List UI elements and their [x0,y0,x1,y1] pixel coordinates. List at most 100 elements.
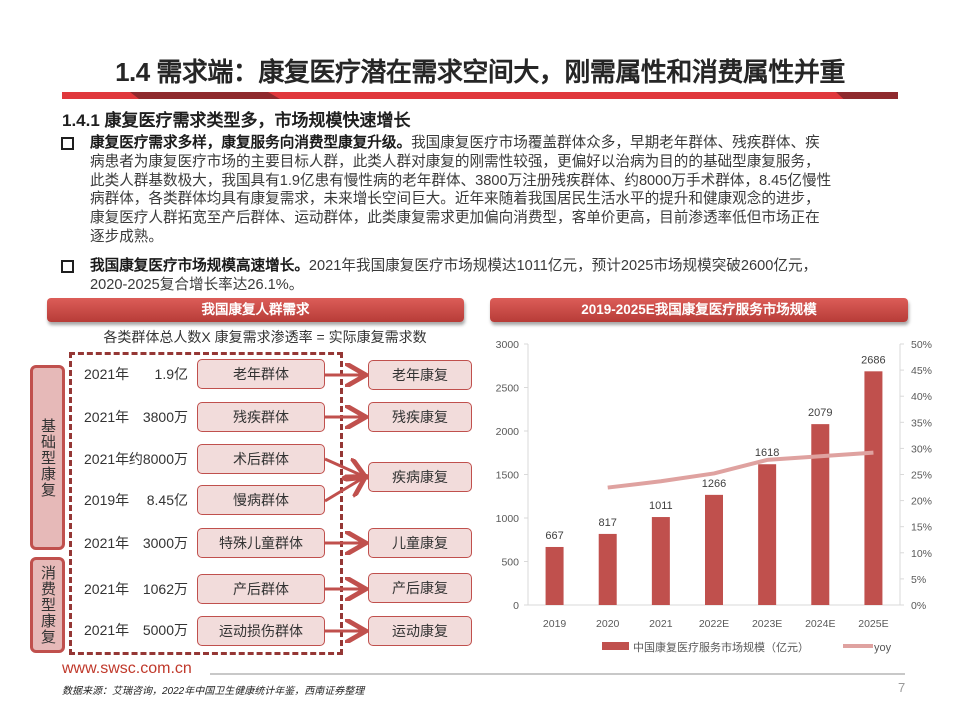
population-dashed-frame [69,352,343,655]
row-year: 2021年 [84,622,130,638]
stripe-accent-right [836,92,898,99]
bullet-2-text: 2021年我国康复医疗市场规模达1011亿元，预计2025市场规模突破2600亿… [308,258,818,274]
legend-bar-label: 中国康复医疗服务市场规模（亿元） [633,640,809,654]
x-tick-label: 2022E [699,618,729,630]
bullet-1-line-6: 逐步成熟。 [90,229,163,245]
bar-2025E [864,371,883,605]
row-year: 2021年 [84,409,130,425]
y2-tick-label: 30% [911,443,932,455]
page-title: 1.4 需求端：康复医疗潜在需求空间大，刚需属性和消费属性并重 [115,57,845,87]
row-year: 2021年 [84,581,130,597]
bar-2024E [811,424,830,605]
legend-bar-swatch [602,642,629,650]
bar-2019 [545,546,564,605]
y2-tick-label: 5% [911,574,926,586]
group-box-special-children: 特殊儿童群体 [197,528,325,558]
y-tick-label: 2500 [496,383,520,395]
bullet-1-line-4: 病群体，各类群体均具有康复需求，未来增长空间巨大。近年来随着我国居民生活水平的提… [90,191,820,207]
row-year: 2021年 [84,535,130,551]
row-year: 2021年 [84,366,130,382]
y2-tick-label: 35% [911,417,932,429]
bar-2021 [651,517,670,605]
row-population: 3800万 [142,409,188,425]
bullet-2-line-1: 我国康复医疗市场规模高速增长。2021年我国康复医疗市场规模达1011亿元，预计… [90,257,817,275]
y2-tick-label: 40% [911,391,932,403]
y2-tick-label: 50% [911,339,932,351]
bullet-1-line-5: 康复医疗人群拓宽至产后群体、运动群体，此类康复需求更加偏向消费型，客单价更高，目… [90,210,820,226]
category-basic-rehab: 基础型康复 [30,365,65,550]
bar-value-label: 667 [545,530,563,542]
row-year: 2019年 [84,492,130,508]
row-population: 1062万 [142,581,188,597]
bullet-square-icon [61,260,74,273]
y2-tick-label: 25% [911,470,932,482]
y-tick-label: 500 [501,557,519,569]
y-tick-label: 1000 [496,513,520,525]
bullet-2-line-2: 2020-2025复合增长率达26.1%。 [90,277,304,293]
bar-2020 [598,533,617,605]
x-tick-label: 2021 [649,618,673,630]
bullet-1-line-1: 康复医疗需求多样，康复服务向消费型康复升级。我国康复医疗市场覆盖群体众多，早期老… [90,134,820,152]
row-population: 3000万 [142,535,188,551]
bullet-1-line-3: 此类人群基数极大，我国具有1.9亿患有慢性病的老年群体、3800万注册残疾群体、… [90,173,832,189]
category-label: 消费型康复 [39,565,56,645]
y-tick-label: 3000 [496,339,520,351]
x-tick-label: 2020 [596,618,620,630]
bar-2022E [705,494,723,605]
y2-tick-label: 0% [911,600,926,612]
group-box-elderly: 老年群体 [197,359,325,389]
bullet-2-lead: 我国康复医疗市场规模高速增长。 [90,258,309,274]
title-divider-stripe [62,92,898,99]
bar-2023E [758,464,777,605]
row-population: 5000万 [142,622,188,638]
target-box-sports-rehab: 运动康复 [368,616,472,646]
bullet-1-lead: 康复医疗需求多样，康复服务向消费型康复升级。 [90,135,412,151]
website-link[interactable]: www.swsc.com.cn [62,660,192,677]
group-box-postpartum: 产后群体 [197,574,325,604]
data-source-note: 数据来源：艾瑞咨询，2022年中国卫生健康统计年鉴，西南证券整理 [62,686,365,697]
stripe-accent-left [130,92,280,99]
yoy-line [607,450,874,490]
target-box-children-rehab: 儿童康复 [368,528,472,558]
row-population: 8.45亿 [146,492,188,508]
demand-panel-header: 我国康复人群需求 [47,298,464,322]
bar-value-label: 1618 [755,447,779,459]
bullet-1-line-2: 病患者为康复医疗市场的主要目标人群，此类人群对康复的刚需性较强，更偏好以治病为目… [90,154,820,170]
row-population: 1.9亿 [154,366,188,382]
x-tick-label: 2023E [752,618,782,630]
y-tick-label: 2000 [496,426,520,438]
x-tick-label: 2019 [543,618,567,630]
demand-formula: 各类群体总人数X 康复需求渗透率 = 实际康复需求数 [103,329,427,345]
group-box-sports-injury: 运动损伤群体 [197,616,325,646]
bar-value-label: 1011 [649,500,673,512]
chart-panel-header: 2019-2025E我国康复医疗服务市场规模 [490,298,908,322]
group-box-chronic: 慢病群体 [197,485,325,515]
bullet-square-icon [61,137,74,150]
group-box-disabled: 残疾群体 [197,402,325,432]
bar-value-label: 2079 [808,407,832,419]
market-size-chart: 0 500 1000 1500 2000 2500 3000 0% 5% 10% 15% 20% 25%… [496,339,932,654]
x-tick-label: 2025E [858,618,888,630]
target-box-disability-rehab: 残疾康复 [368,402,472,432]
target-box-postpartum-rehab: 产后康复 [368,573,472,603]
category-label: 基础型康复 [39,417,56,498]
category-consumer-rehab: 消费型康复 [30,557,65,653]
y-tick-label: 1500 [496,470,520,482]
y2-tick-label: 20% [911,496,932,508]
y-tick-label: 0 [513,600,519,612]
bar-value-label: 1266 [702,478,726,490]
row-year: 2021年 [84,451,130,467]
section-subtitle: 1.4.1 康复医疗需求类型多，市场规模快速增长 [62,111,411,130]
footer-divider [210,673,905,675]
row-population: 约8000万 [128,451,188,467]
bar-value-label: 2686 [861,354,885,366]
x-tick-label: 2024E [805,618,835,630]
bullet-1-text: 我国康复医疗市场覆盖群体众多，早期老年群体、残疾群体、疾 [411,135,820,151]
target-box-elderly-rehab: 老年康复 [368,360,472,390]
target-box-disease-rehab: 疾病康复 [368,462,472,492]
group-box-postoperative: 术后群体 [197,444,325,474]
y2-tick-label: 15% [911,522,932,534]
bar-value-label: 817 [599,517,617,529]
y2-tick-label: 45% [911,365,932,377]
page-number: 7 [898,680,906,695]
